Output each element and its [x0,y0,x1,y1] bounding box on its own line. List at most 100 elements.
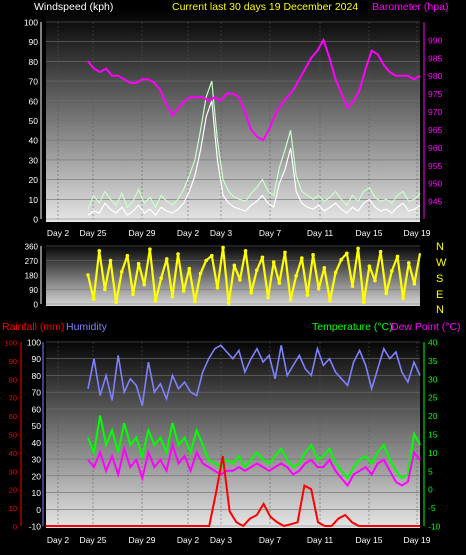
direction-series-segment [244,250,253,293]
humidity-tick-label: 90 [32,354,42,364]
direction-tick-label: 270 [25,257,39,266]
direction-series-segment [407,262,416,285]
top-x-tick-label: Day 2 [47,228,69,238]
temperature-tick-label: 15 [428,430,438,440]
rainfall-tick-label: 40 [9,449,17,458]
top-plot-background [46,10,420,222]
gust-series-line [87,80,421,210]
direction-series-segment [103,260,112,290]
direction-tick-label: 90 [29,286,38,295]
rainfall-tick-label: 70 [9,394,17,403]
direction-point [300,256,304,260]
direction-point [243,249,248,253]
compass-label-w: W [436,257,447,269]
bottom-plot-background [46,337,420,528]
direction-series-segment [216,247,225,289]
top-x-tick-label: Day 2 [177,228,199,238]
direction-point [170,294,175,299]
direction-series-segment [165,258,174,297]
direction-point [131,292,135,297]
direction-series-segment [334,259,343,274]
direction-tick-label: 180 [25,272,39,281]
barometer-tick-label: 960 [428,143,442,153]
direction-tick-label: 0 [34,301,39,310]
compass-label-n-bottom: N [436,304,444,316]
direction-point [401,296,405,301]
windspeed-axis-title: Windspeed (kph) [34,1,113,13]
wind-tick-label: 100 [24,18,38,28]
rainfall-series-line [46,455,420,528]
direction-series-segment [295,257,303,277]
direction-series-segment [261,257,270,298]
direction-point [266,295,270,300]
direction-series-segment [306,254,315,296]
direction-point [91,297,96,301]
temperature-tick-label: 20 [428,411,438,421]
barometer-tick-label: 955 [428,161,442,171]
direction-point [412,282,417,286]
barometer-axis-title: Barometer (hpa) [372,1,448,13]
wind-tick-label: 90 [29,37,39,47]
direction-point [193,299,197,304]
direction-series-segment [154,277,163,302]
direction-point [215,286,220,290]
top-x-tick-label: Day 3 [210,228,232,238]
humidity-tick-label: 50 [32,421,42,431]
rainfall-tick-label: 20 [9,486,17,495]
direction-series-segment [317,267,326,289]
direction-series-segment [255,256,264,271]
temperature-tick-label: 10 [428,448,438,458]
direction-point [204,258,208,263]
direction-point [255,268,259,272]
temperature-tick-label: 40 [428,338,438,348]
series-layer [46,37,422,528]
direction-series-segment [402,262,410,299]
direction-series-segment [193,273,202,302]
direction-point [390,269,394,273]
direction-series-segment [120,255,129,273]
temperature-tick-label: 30 [428,374,438,384]
direction-series-segment [357,248,365,303]
direction-point [271,260,276,264]
direction-point [153,298,158,303]
bottom-x-tick-label: Day 29 [129,535,156,545]
rainfall-tick-label: 50 [9,431,17,440]
barometer-tick-label: 945 [428,197,442,207]
bottom-x-tick-label: Day 2 [177,535,199,545]
wind-tick-label: 70 [29,77,39,87]
barometer-tick-label: 990 [428,35,442,45]
direction-point [187,266,192,271]
direction-point [277,281,282,285]
compass-label-s: S [436,273,443,285]
direction-series-segment [176,253,185,292]
humidity-tick-label: 40 [32,438,42,448]
humidity-tick-label: 80 [32,371,42,381]
direction-point [176,252,180,256]
direction-point [373,278,377,283]
direction-series-segment [311,254,320,289]
direction-series-segment [98,250,106,290]
direction-point [283,250,287,255]
direction-series-segment [115,271,123,303]
humidity-tick-label: 100 [27,338,41,348]
direction-point [221,245,225,250]
barometer-tick-label: 985 [428,53,442,63]
direction-point [181,289,186,293]
direction-point [238,278,242,282]
direction-series-segment [300,257,309,296]
direction-series-segment [92,250,101,300]
direction-point [97,249,102,253]
direction-series-segment [238,250,247,281]
wind-tick-label: 50 [29,116,39,126]
rainfall-tick-label: 30 [9,467,17,476]
dewpoint-series-line [87,441,421,488]
direction-series-segment [396,256,405,299]
direction-series-segment [148,249,157,301]
direction-series-segment [283,252,292,301]
bottom-x-tick-label: Day 15 [356,535,383,545]
direction-series-segment [413,253,422,285]
rainfall-tick-label: 10 [9,504,17,513]
direction-series-segment [160,258,168,279]
